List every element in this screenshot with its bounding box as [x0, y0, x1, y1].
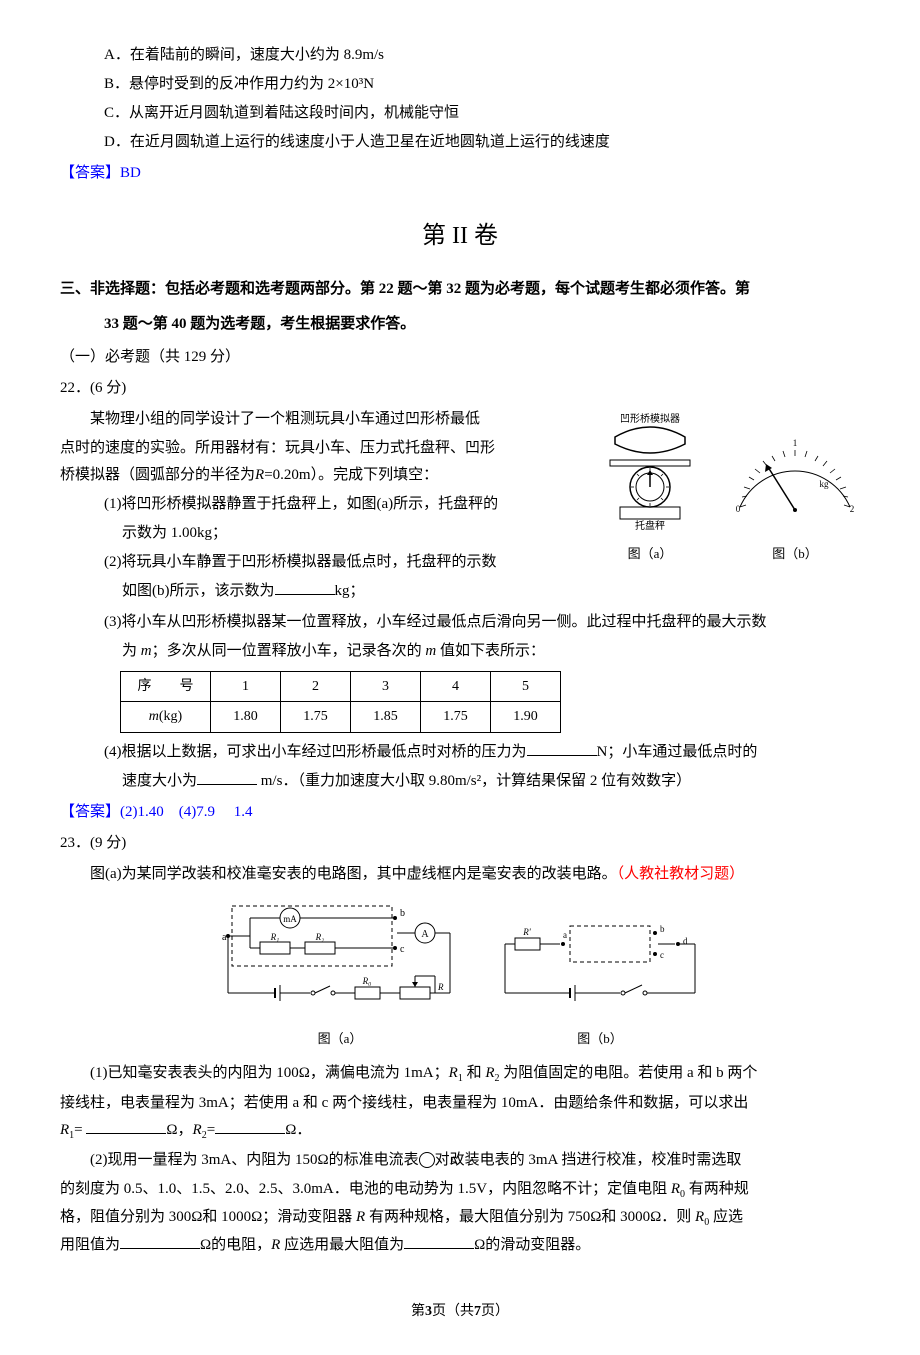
q22-item3: (3)将小车从凹形桥模拟器某一位置释放，小车经过最低点后滑向另一侧。此过程中托盘…: [60, 609, 860, 636]
answer-21: 【答案】BD: [60, 160, 860, 187]
table-col-3: 3: [351, 672, 421, 702]
blank-r: [404, 1234, 474, 1249]
table-row: 序 号 1 2 3 4 5: [121, 672, 561, 702]
section-3-instructions: 三、非选择题：包括必考题和选考题两部分。第 22 题～第 32 题为必考题，每个…: [60, 276, 860, 303]
svg-text:a: a: [222, 932, 227, 943]
table-val-1: 1.80: [211, 702, 281, 732]
fig-a-top-label: 凹形桥模拟器: [620, 412, 680, 425]
fig-a-bottom-label: 托盘秤: [635, 519, 665, 532]
circuit-b-icon: R' a b c d: [500, 918, 700, 1018]
blank-1: [275, 580, 335, 595]
circuit-a-caption: 图（a）: [220, 1027, 460, 1050]
svg-text:R₁: R₁: [270, 932, 280, 942]
q23-p2-line1: (2)现用一量程为 3mA、内阻为 150Ω的标准电流表A对改装电表的 3mA …: [60, 1147, 860, 1174]
svg-text:R': R': [522, 927, 531, 937]
table-row: m(kg) 1.80 1.75 1.85 1.75 1.90: [121, 702, 561, 732]
table-val-4: 1.75: [421, 702, 491, 732]
svg-text:R₂: R₂: [315, 932, 325, 942]
circuit-b-caption: 图（b）: [500, 1027, 700, 1050]
circuit-b: R' a b c d 图（b）: [500, 918, 700, 1051]
svg-text:c: c: [660, 950, 664, 960]
blank-3: [197, 770, 257, 785]
q22-item3-cont: 为 m；多次从同一位置释放小车，记录各次的 m 值如下表所示：: [60, 638, 860, 665]
q23-p2-line2: 的刻度为 0.5、1.0、1.5、2.0、2.5、3.0mA．电池的电动势为 1…: [60, 1176, 860, 1204]
blank-r2: [215, 1119, 285, 1134]
svg-text:0: 0: [736, 504, 741, 514]
q22-item4: (4)根据以上数据，可求出小车经过凹形桥最低点时对桥的压力为N；小车通过最低点时…: [60, 739, 860, 766]
figure-a: 凹形桥模拟器 托盘秤 图（a）: [590, 412, 710, 565]
table-header-label: 序 号: [121, 672, 211, 702]
table-val-2: 1.75: [281, 702, 351, 732]
q23-p2-line3: 格，阻值分别为 300Ω和 1000Ω；滑动变阻器 R 有两种规格，最大阻值分别…: [60, 1204, 860, 1232]
q22-figures: 凹形桥模拟器 托盘秤 图（a）: [590, 412, 860, 565]
table-val-5: 1.90: [491, 702, 561, 732]
q23-figures: a mA R₁ R₂ b c A: [60, 898, 860, 1051]
figure-a-caption: 图（a）: [590, 542, 710, 565]
answer-22: 【答案】(2)1.40 (4)7.9 1.4: [60, 799, 860, 826]
table-val-3: 1.85: [351, 702, 421, 732]
dial-icon: 1 0 2 kg: [730, 432, 860, 532]
table-row-label: m(kg): [121, 702, 211, 732]
page-footer: 第3页（共7页）: [60, 1299, 860, 1324]
table-col-5: 5: [491, 672, 561, 702]
svg-text:c: c: [400, 944, 405, 955]
figure-b-caption: 图（b）: [730, 542, 860, 565]
q23-p1-line2: 接线柱，电表量程为 3mA；若使用 a 和 c 两个接线柱，电表量程为 10mA…: [60, 1090, 860, 1117]
q22-item4-cont: 速度大小为 m/s．（重力加速度大小取 9.80m/s²，计算结果保留 2 位有…: [60, 768, 860, 795]
circled-a-icon: A: [419, 1152, 435, 1168]
svg-text:2: 2: [850, 504, 855, 514]
fig-b-unit: kg: [820, 479, 830, 489]
textbook-note: （人教社教材习题）: [617, 866, 745, 882]
blank-r1: [86, 1119, 166, 1134]
q22-number: 22．(6 分): [60, 375, 860, 402]
table-col-1: 1: [211, 672, 281, 702]
option-a: A．在着陆前的瞬间，速度大小约为 8.9m/s: [60, 42, 860, 69]
svg-text:A: A: [421, 929, 429, 940]
section-2-title: 第 II 卷: [60, 215, 860, 258]
svg-text:a: a: [563, 930, 567, 940]
circuit-a-icon: a mA R₁ R₂ b c A: [220, 898, 460, 1018]
table-col-4: 4: [421, 672, 491, 702]
option-d: D．在近月圆轨道上运行的线速度小于人造卫星在近地圆轨道上运行的线速度: [60, 129, 860, 156]
subsection-1: （一）必考题（共 129 分）: [60, 344, 860, 371]
svg-text:b: b: [660, 924, 665, 934]
data-table: 序 号 1 2 3 4 5 m(kg) 1.80 1.75 1.85 1.75 …: [120, 671, 561, 732]
svg-text:mA: mA: [283, 914, 297, 924]
section-3-instructions-cont: 33 题～第 40 题为选考题，考生根据要求作答。: [104, 311, 860, 338]
blank-r0: [120, 1234, 200, 1249]
scale-icon: 凹形桥模拟器 托盘秤: [590, 412, 710, 532]
blank-2: [527, 741, 597, 756]
q23-number: 23．(9 分): [60, 830, 860, 857]
q23-p2-line4: 用阻值为Ω的电阻，R 应选用最大阻值为Ω的滑动变阻器。: [60, 1232, 860, 1259]
q23-p1-line1: (1)已知毫安表表头的内阻为 100Ω，满偏电流为 1mA；R1 和 R2 为阻…: [60, 1060, 860, 1088]
svg-text:1: 1: [793, 438, 798, 448]
option-c: C．从离开近月圆轨道到着陆这段时间内，机械能守恒: [60, 100, 860, 127]
svg-text:R: R: [437, 982, 444, 992]
q22-item2-cont: 如图(b)所示，该示数为kg；: [60, 578, 860, 605]
svg-text:R₀: R₀: [362, 976, 372, 986]
option-b: B．悬停时受到的反冲作用力约为 2×10³N: [60, 71, 860, 98]
q23-p1-line3: R1= Ω，R2=Ω．: [60, 1117, 860, 1145]
figure-b: 1 0 2 kg 图（b）: [730, 432, 860, 565]
table-col-2: 2: [281, 672, 351, 702]
circuit-a: a mA R₁ R₂ b c A: [220, 898, 460, 1051]
svg-text:b: b: [400, 908, 405, 919]
q23-intro: 图(a)为某同学改装和校准毫安表的电路图，其中虚线框内是毫安表的改装电路。（人教…: [60, 861, 860, 888]
